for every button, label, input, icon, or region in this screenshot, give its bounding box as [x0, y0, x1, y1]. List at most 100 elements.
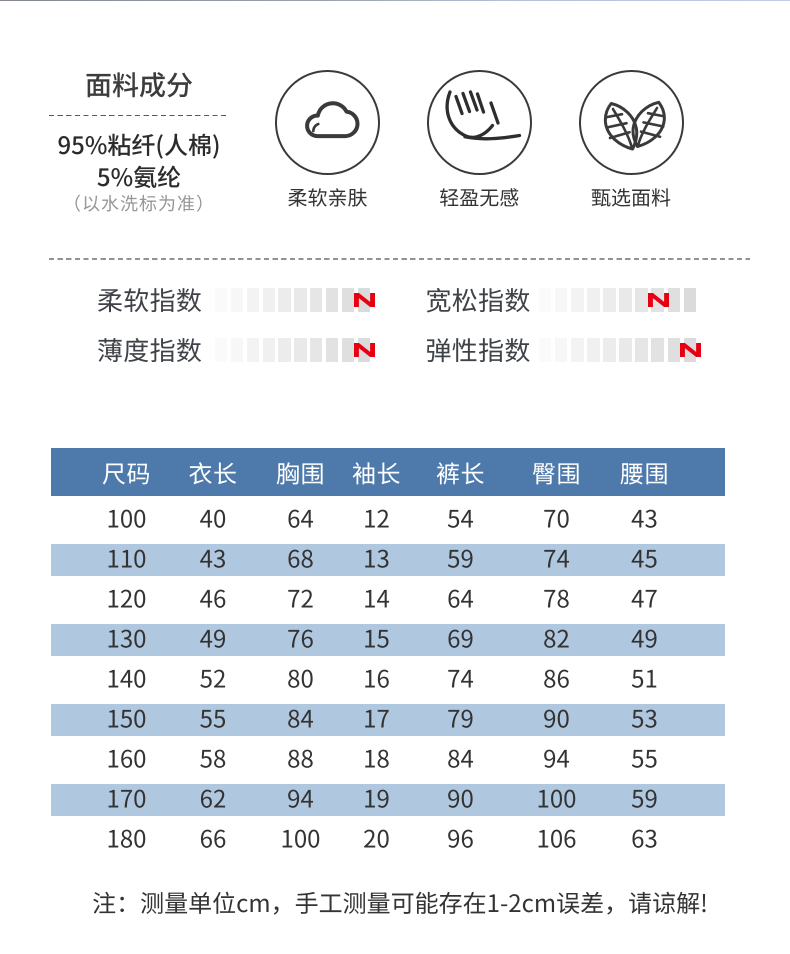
index-segment — [619, 338, 632, 362]
index-segment — [246, 288, 260, 312]
index-segment — [278, 288, 291, 312]
size-table-cell: 58 — [199, 739, 227, 775]
index-marker-n — [647, 293, 669, 307]
fabric-washing-label-note: （以水洗标为准） — [63, 190, 215, 216]
index-segment — [230, 288, 244, 312]
index-label: 薄度指数 — [97, 330, 203, 368]
index-label: 宽松指数 — [425, 280, 531, 318]
size-table-cell: 63 — [631, 819, 658, 855]
size-table-cell: 79 — [447, 699, 474, 735]
index-segment — [341, 288, 355, 312]
size-table-cell: 47 — [631, 579, 658, 615]
index-segment — [278, 338, 291, 362]
size-table-cell: 55 — [631, 739, 658, 775]
size-table-cell: 84 — [287, 699, 314, 735]
size-table-cell: 88 — [287, 739, 314, 775]
size-table-cell: 120 — [106, 579, 147, 615]
index-level-bar — [539, 338, 701, 362]
size-table-cell: 94 — [543, 739, 570, 775]
index-segment — [619, 288, 632, 312]
index-segment — [603, 338, 616, 362]
size-table-cell: 12 — [363, 499, 390, 535]
size-chart-table: 尺码 衣长 胸围 袖长 裤长 臀围 腰围 100 40 64 12 54 70 43 110 43 68 13 5… — [51, 448, 725, 856]
index-segment — [635, 338, 648, 362]
size-table-cell: 76 — [287, 619, 314, 655]
top-divider-line — [0, 0, 790, 1]
size-table-cell: 46 — [199, 579, 227, 615]
size-table-cell: 49 — [199, 619, 227, 655]
index-marker-n — [353, 293, 375, 307]
size-table-cell: 43 — [631, 499, 658, 535]
size-table-cell: 59 — [631, 779, 658, 815]
cloud-icon — [275, 70, 380, 175]
size-table-cell: 68 — [287, 539, 314, 575]
size-table-row: 100 40 64 12 54 70 43 — [51, 496, 725, 536]
index-segment — [683, 288, 696, 312]
index-segment — [246, 338, 260, 362]
size-table-cell: 72 — [287, 579, 314, 615]
feature-label: 轻盈无感 — [439, 182, 520, 211]
index-segment — [571, 288, 584, 312]
size-table-cell: 17 — [363, 699, 390, 735]
size-table-row: 150 55 84 17 79 90 53 — [51, 696, 725, 736]
index-segment — [230, 338, 244, 362]
size-table-row: 110 43 68 13 59 74 45 — [51, 536, 725, 576]
size-table-row: 120 46 72 14 64 78 47 — [51, 576, 725, 616]
size-table-row: 170 62 94 19 90 100 59 — [51, 776, 725, 816]
index-segment — [325, 338, 339, 362]
index-segment — [555, 338, 568, 362]
size-table-cell: 19 — [363, 779, 390, 815]
feature-label: 柔软亲肤 — [287, 182, 368, 211]
index-segment — [651, 338, 664, 362]
section-divider-dashed — [49, 258, 750, 260]
index-label: 柔软指数 — [97, 280, 203, 318]
size-table-column-header: 衣长 — [188, 454, 238, 490]
table-stripe — [51, 624, 725, 656]
size-table-cell: 15 — [363, 619, 390, 655]
index-segment — [587, 338, 600, 362]
index-marker-n — [679, 343, 701, 357]
size-table-row: 180 66 100 20 96 106 63 — [51, 816, 725, 856]
feather-icon — [426, 70, 532, 175]
feature-label: 甄选面料 — [591, 182, 671, 211]
size-table-cell: 100 — [280, 819, 321, 855]
size-table-cell: 14 — [363, 579, 390, 615]
size-table-cell: 66 — [199, 819, 227, 855]
index-segment — [555, 288, 568, 312]
size-table-cell: 80 — [287, 659, 314, 695]
size-table-cell: 18 — [363, 739, 390, 775]
size-table-cell: 78 — [543, 579, 570, 615]
index-segment — [262, 338, 275, 362]
size-table-cell: 59 — [447, 539, 474, 575]
index-level-bar — [539, 288, 696, 312]
index-segment — [587, 288, 600, 312]
size-table-cell: 49 — [631, 619, 658, 655]
size-table-column-header: 胸围 — [276, 454, 325, 490]
index-segment — [539, 338, 552, 362]
size-table-column-header: 腰围 — [620, 454, 669, 490]
size-table-cell: 74 — [447, 659, 474, 695]
size-table-column-header: 尺码 — [102, 454, 151, 490]
index-segment — [310, 288, 323, 312]
size-table-cell: 52 — [199, 659, 227, 695]
size-table-cell: 160 — [106, 739, 147, 775]
size-table-cell: 170 — [106, 779, 147, 815]
size-table-cell: 86 — [543, 659, 570, 695]
table-stripe — [51, 784, 725, 816]
fabric-composition-line-2: 5%氨纶 — [96, 158, 182, 193]
size-table-cell: 20 — [363, 819, 390, 855]
size-table-cell: 180 — [106, 819, 147, 855]
index-level-bar — [215, 288, 375, 312]
size-table-cell: 100 — [536, 779, 577, 815]
index-segment — [667, 288, 680, 312]
index-marker-n — [353, 343, 375, 357]
size-table-column-header: 袖长 — [352, 454, 401, 490]
size-table-cell: 140 — [106, 659, 147, 695]
size-table-cell: 84 — [447, 739, 474, 775]
size-table-cell: 43 — [199, 539, 227, 575]
title-underline-dashed — [49, 114, 226, 117]
size-table-cell: 55 — [199, 699, 227, 735]
size-table-column-header: 裤长 — [436, 454, 485, 490]
index-segment — [667, 338, 680, 362]
size-table-row: 130 49 76 15 69 82 49 — [51, 616, 725, 656]
